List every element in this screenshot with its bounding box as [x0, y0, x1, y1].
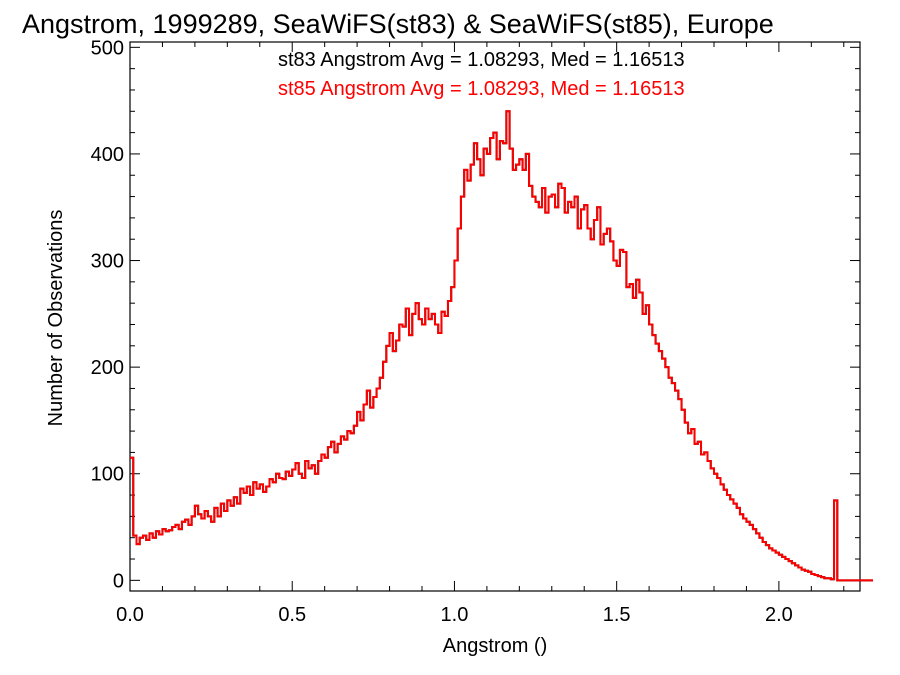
x-tick-label: 0.5 — [278, 604, 306, 626]
y-tick-label: 400 — [91, 144, 124, 166]
st85-stats-annotation: st85 Angstrom Avg = 1.08293, Med = 1.165… — [278, 78, 685, 100]
y-tick-label: 100 — [91, 464, 124, 486]
st83-histogram-line — [130, 110, 873, 582]
plot-frame — [129, 41, 861, 592]
st85-histogram-line — [130, 110, 873, 582]
plot-border — [129, 41, 861, 592]
x-tick-label: 2.0 — [765, 604, 793, 626]
y-axis-label: Number of Observations — [45, 210, 67, 427]
st83-stats-annotation: st83 Angstrom Avg = 1.08293, Med = 1.165… — [278, 49, 685, 71]
x-tick-label: 0.0 — [116, 604, 144, 626]
y-tick-label: 200 — [91, 357, 124, 379]
x-tick-label: 1.0 — [441, 604, 469, 626]
y-tick-label: 0 — [113, 570, 124, 592]
x-axis-label: Angstrom () — [443, 635, 547, 657]
x-axis-ticks: 0.0 0.5 1.0 1.5 2.0 — [116, 42, 845, 626]
y-tick-label: 500 — [91, 37, 124, 59]
x-tick-label: 1.5 — [603, 604, 631, 626]
chart-title: Angstrom, 1999289, SeaWiFS(st83) & SeaWi… — [22, 9, 774, 39]
y-tick-label: 300 — [91, 251, 124, 273]
y-axis-ticks: 0 100 200 300 400 500 — [91, 37, 860, 592]
